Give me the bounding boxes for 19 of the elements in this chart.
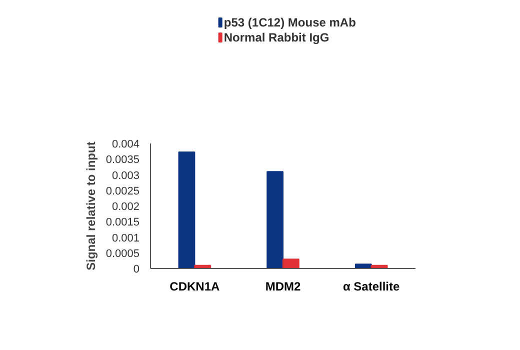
y-tick-label: 0.004 [112, 138, 140, 150]
bar [178, 151, 196, 268]
x-tick-label: α Satellite [342, 280, 400, 294]
x-tick-label: MDM2 [265, 280, 301, 294]
legend-label: Normal Rabbit IgG [224, 30, 330, 44]
bar [266, 171, 284, 268]
y-axis-title: Signal relative to input [84, 142, 98, 270]
bar [354, 264, 372, 268]
y-tick-label: 0 [133, 264, 140, 276]
y-tick-label: 0.0035 [106, 154, 140, 166]
y-tick-label: 0.0005 [106, 248, 140, 260]
y-tick-label: 0.003 [112, 170, 140, 182]
legend-label: p53 (1C12) Mouse mAb [224, 16, 356, 30]
y-tick-label: 0.0015 [106, 216, 140, 229]
y-tick-label: 0.002 [112, 201, 140, 213]
bar [282, 258, 300, 268]
y-tick-label: 0.001 [112, 232, 140, 244]
x-tick-label: CDKN1A [170, 280, 220, 294]
y-tick-label: 0.0025 [106, 185, 140, 198]
